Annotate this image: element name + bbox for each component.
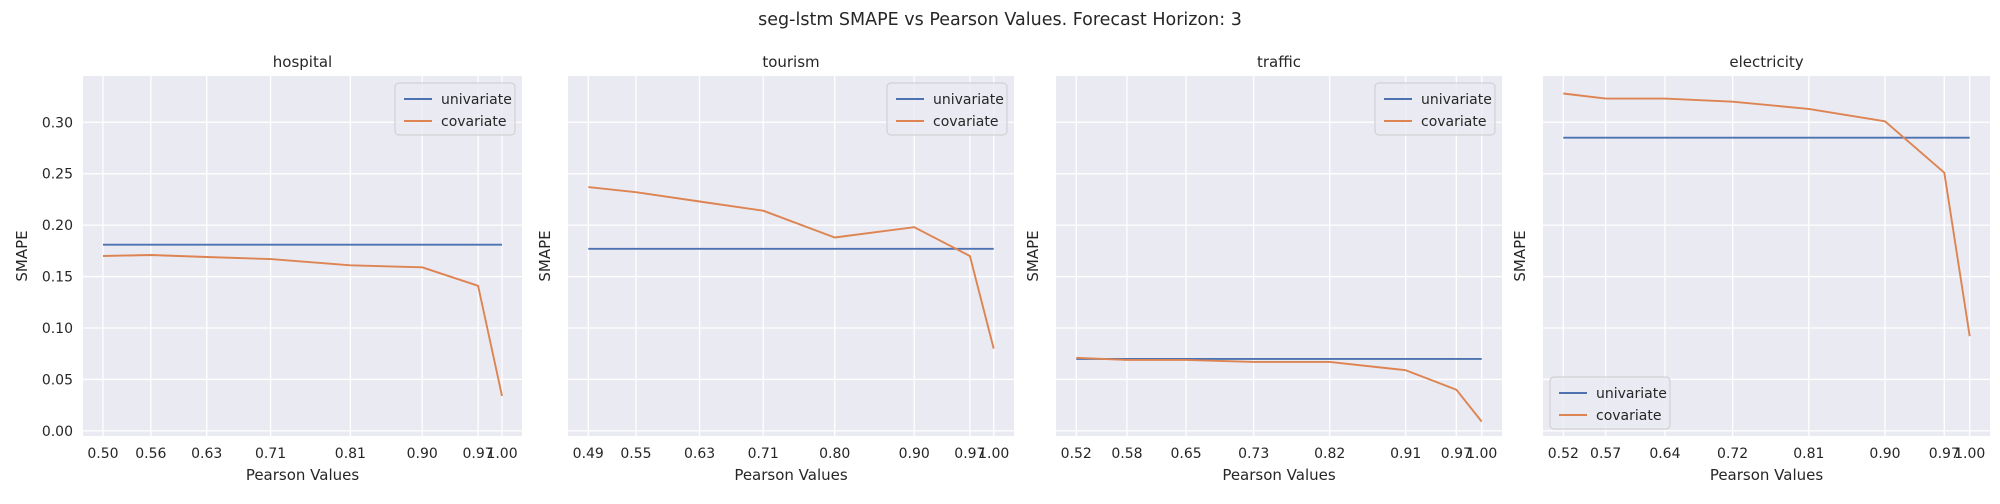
- panel-3-xlabel: Pearson Values: [1222, 466, 1336, 484]
- panel-3-plot-area: [1056, 76, 1502, 436]
- panel-4-legend: univariate covariate: [1549, 376, 1671, 430]
- panel-3-legend-label-univariate: univariate: [1421, 92, 1492, 108]
- panel-2-legend-label-covariate: covariate: [933, 114, 998, 130]
- panel-3: 0.52 0.58 0.65 0.73 0.82 0.91 0.971.00 traffic P…: [1024, 53, 1502, 484]
- panel-1-xtick-label: 0.90: [407, 446, 438, 462]
- panel-4-legend-box: [1549, 376, 1671, 430]
- panel-1-xlabel: Pearson Values: [246, 466, 360, 484]
- panel-3-xtick-label: 0.82: [1314, 446, 1345, 462]
- panel-4-plot-area: [1543, 76, 1990, 436]
- panel-4-legend-label-covariate: covariate: [1596, 408, 1661, 424]
- panel-4-ylabel: SMAPE: [1511, 230, 1529, 281]
- panel-3-xtick-label: 0.58: [1111, 446, 1142, 462]
- panel-4: 0.52 0.57 0.64 0.72 0.81 0.90 0.971.00 electric…: [1511, 53, 1990, 484]
- panel-2-xtick-label: 0.49: [573, 446, 604, 462]
- panel-2-xlabel: Pearson Values: [734, 466, 848, 484]
- panel-2-series-covariate-line: [588, 186, 995, 349]
- panel-2-plot-area: [568, 76, 1014, 436]
- panel-2-title: tourism: [762, 53, 819, 71]
- panel-1-legend-label-univariate: univariate: [441, 92, 512, 108]
- panel-3-xtick-label: 0.91: [1390, 446, 1421, 462]
- panel-2-xtick-label: 0.55: [620, 446, 651, 462]
- panel-1-ytick-label: 0.00: [42, 424, 73, 440]
- panel-2-xtick-label: 0.63: [684, 446, 715, 462]
- panel-1-ytick-label: 0.25: [42, 167, 73, 183]
- panel-2-xtick-label: 1.00: [978, 446, 1009, 462]
- panel-1-ytick-label: 0.30: [42, 115, 73, 131]
- panel-4-series-covariate-line: [1563, 92, 1971, 337]
- panel-1-ytick-label: 0.15: [42, 270, 73, 286]
- panel-1-ytick-label: 0.20: [42, 218, 73, 234]
- panel-4-xtick-label: 0.64: [1649, 446, 1680, 462]
- panel-1-ylabel: SMAPE: [13, 230, 31, 281]
- panel-3-legend-box: [1374, 82, 1496, 136]
- panel-4-xtick-label: 0.81: [1793, 446, 1824, 462]
- panel-2-ylabel: SMAPE: [536, 230, 554, 281]
- panel-3-xtick-label: 0.73: [1238, 446, 1269, 462]
- panel-2-xtick-label: 0.80: [819, 446, 850, 462]
- panel-1-legend-box: [394, 82, 516, 136]
- panel-1-xtick-label: 0.50: [87, 446, 118, 462]
- panel-4-legend-label-univariate: univariate: [1596, 386, 1667, 402]
- panel-1-title: hospital: [273, 53, 332, 71]
- panel-4-xtick-label: 0.90: [1869, 446, 1900, 462]
- panel-3-xtick-label: 0.65: [1170, 446, 1201, 462]
- panel-2-legend: univariate covariate: [886, 82, 1008, 136]
- panel-3-title: traffic: [1257, 53, 1301, 71]
- panel-2-xtick-label: 0.90: [899, 446, 930, 462]
- panel-4-xtick-label: 0.97: [1929, 446, 1960, 462]
- panel-2: 0.49 0.55 0.63 0.71 0.80 0.90 0.971.00 tourism P…: [536, 53, 1014, 484]
- panel-4-xtick-label: 0.57: [1590, 446, 1621, 462]
- panel-3-series-covariate-line: [1076, 356, 1483, 423]
- panel-3-ylabel: SMAPE: [1024, 230, 1042, 281]
- panel-1-xtick-label: 0.71: [255, 446, 286, 462]
- panel-3-legend-label-covariate: covariate: [1421, 114, 1486, 130]
- panel-2-legend-label-univariate: univariate: [933, 92, 1004, 108]
- panel-2-xtick-label: 0.71: [748, 446, 779, 462]
- panel-1-xtick-label: 0.97: [463, 446, 494, 462]
- panel-1-xtick-label: 0.63: [191, 446, 222, 462]
- panel-3-xtick-label: 0.97: [1441, 446, 1472, 462]
- figure-title: seg-lstm SMAPE vs Pearson Values. Foreca…: [758, 10, 1242, 30]
- panel-4-title: electricity: [1729, 53, 1803, 71]
- panel-1-ytick-label: 0.10: [42, 321, 73, 337]
- panel-1-xtick-label: 1.00: [486, 446, 517, 462]
- panel-1-legend-label-covariate: covariate: [441, 114, 506, 130]
- panel-2-legend-box: [886, 82, 1008, 136]
- panel-4-xtick-label: 0.72: [1717, 446, 1748, 462]
- panel-1-xtick-label: 0.56: [135, 446, 166, 462]
- panel-4-xtick-label: 0.52: [1548, 446, 1579, 462]
- panel-4-xtick-label: 1.00: [1954, 446, 1985, 462]
- panel-1: 0.00 0.05 0.10 0.15 0.20 0.25 0.30 0.50 0.56 0.63…: [13, 53, 522, 484]
- panel-3-xtick-label: 1.00: [1466, 446, 1497, 462]
- panel-1-ytick-label: 0.05: [42, 372, 73, 388]
- panel-4-xlabel: Pearson Values: [1710, 466, 1824, 484]
- panel-3-legend: univariate covariate: [1374, 82, 1496, 136]
- panel-3-xtick-label: 0.52: [1061, 446, 1092, 462]
- panel-1-legend: univariate covariate: [394, 82, 516, 136]
- panel-1-xtick-label: 0.81: [335, 446, 366, 462]
- panel-1-series-covariate-line: [102, 254, 503, 397]
- panel-2-xtick-label: 0.97: [954, 446, 985, 462]
